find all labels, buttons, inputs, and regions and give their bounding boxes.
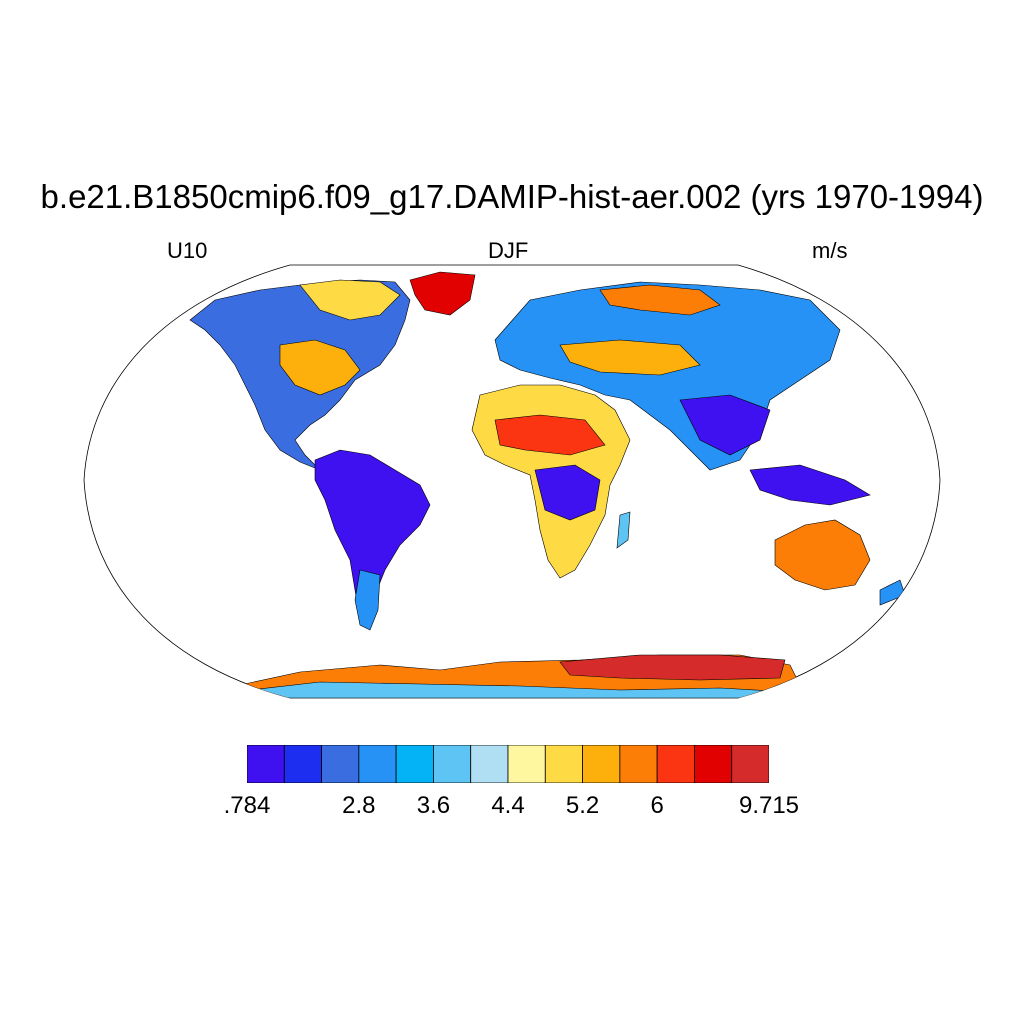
- antarctica-east: [559, 654, 786, 681]
- colorbar-box: [470, 745, 509, 783]
- sahara-warm: [494, 414, 606, 456]
- colorbar-box: [694, 745, 733, 783]
- south-asia: [679, 394, 771, 456]
- plot-title: b.e21.B1850cmip6.f09_g17.DAMIP-hist-aer.…: [40, 178, 984, 215]
- colorbar: [247, 745, 769, 783]
- greenland: [409, 271, 476, 316]
- colorbar-box: [507, 745, 546, 783]
- colorbar-box: [544, 745, 583, 783]
- siberia-warm: [599, 284, 721, 316]
- central-africa: [534, 464, 601, 521]
- canada-arctic: [299, 279, 401, 321]
- colorbar-box: [283, 745, 322, 783]
- colorbar-tick-label: 5.2: [565, 792, 600, 819]
- colorbar-box: [582, 745, 621, 783]
- colorbar-box: [321, 745, 360, 783]
- colorbar-box: [619, 745, 658, 783]
- colorbar-box: [656, 745, 695, 783]
- colorbar-tick-label: 2.8: [342, 792, 376, 819]
- colorbar-box: [731, 745, 769, 783]
- colorbar-box: [433, 745, 472, 783]
- indonesia: [749, 464, 871, 506]
- madagascar: [616, 511, 631, 549]
- colorbar-box: [247, 745, 285, 783]
- colorbar-box: [395, 745, 434, 783]
- south-america-south: [354, 569, 381, 631]
- central-asia: [559, 339, 701, 376]
- colorbar-tick-label: .784: [223, 792, 271, 819]
- north-america-warm: [279, 339, 361, 396]
- colorbar-tick-label: 4.4: [491, 792, 525, 819]
- season-label: DJF: [488, 238, 529, 263]
- antarctica-coast: [249, 681, 791, 698]
- variable-label: U10: [167, 238, 208, 263]
- units-label: m/s: [812, 238, 848, 263]
- colorbar-tick-label: 9.715: [738, 792, 800, 819]
- colorbar-box: [358, 745, 397, 783]
- colorbar-tick-label: 3.6: [416, 792, 451, 819]
- south-america: [314, 449, 431, 626]
- colorbar-tick-label: 6: [650, 792, 664, 819]
- australia: [774, 519, 871, 591]
